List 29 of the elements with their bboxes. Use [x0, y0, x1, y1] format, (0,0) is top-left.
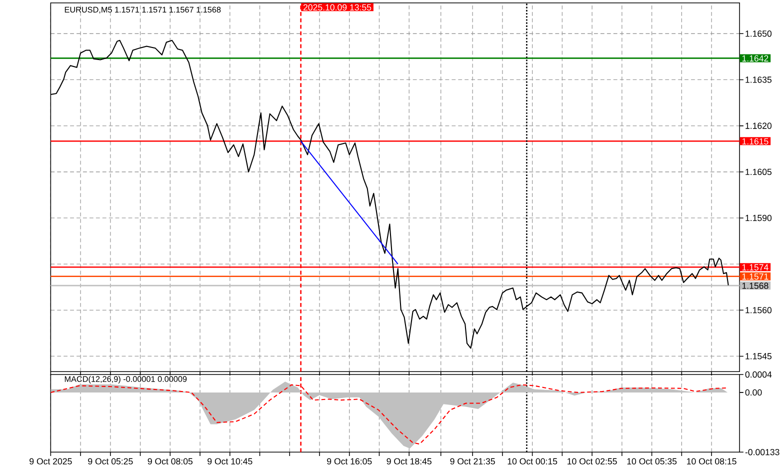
x-tick-label: 10 Oct 05:35	[627, 458, 677, 464]
ref-line-label: 1.1568	[742, 282, 768, 289]
x-tick-label: 10 Oct 08:15	[687, 458, 736, 464]
y-tick-label: 1.1590	[746, 214, 772, 221]
ref-line-label: 1.1574	[742, 264, 768, 270]
chart-title: EURUSD,M5 1.1571 1.1571 1.1567 1.1568	[64, 6, 221, 14]
ref-line-label: 1.1642	[742, 55, 768, 62]
x-tick-label: 10 Oct 00:15	[508, 458, 558, 464]
y-tick-label: 0.0004	[745, 371, 772, 378]
x-tick-label: 9 Oct 16:05	[327, 458, 372, 464]
y-tick-label: 1.1620	[746, 122, 772, 129]
ref-line-label: 2025.10.09 13:55	[303, 4, 372, 10]
y-tick-label: 1.1545	[746, 352, 772, 360]
chart-title: MACD(12,26,9) -0.00001 0.00009	[64, 376, 187, 384]
x-tick-label: 9 Oct 08:05	[148, 458, 193, 464]
y-tick-label: 1.1560	[746, 306, 772, 314]
x-tick-label: 9 Oct 05:25	[88, 458, 133, 464]
y-tick-label: 0.00	[745, 389, 762, 396]
y-tick-label: -0.00133	[745, 448, 780, 456]
x-tick-label: 10 Oct 02:55	[568, 458, 617, 464]
y-tick-label: 1.1650	[746, 30, 772, 37]
x-tick-label: 9 Oct 18:45	[386, 458, 432, 464]
x-tick-label: 9 Oct 21:35	[450, 458, 495, 464]
ref-line-label: 1.1615	[742, 138, 768, 144]
x-tick-label: 9 Oct 2025	[30, 458, 72, 464]
x-tick-label: 9 Oct 10:45	[208, 458, 252, 464]
y-tick-label: 1.1605	[746, 168, 772, 175]
ref-line-label: 1.1571	[742, 273, 768, 280]
y-tick-label: 1.1635	[746, 76, 772, 83]
